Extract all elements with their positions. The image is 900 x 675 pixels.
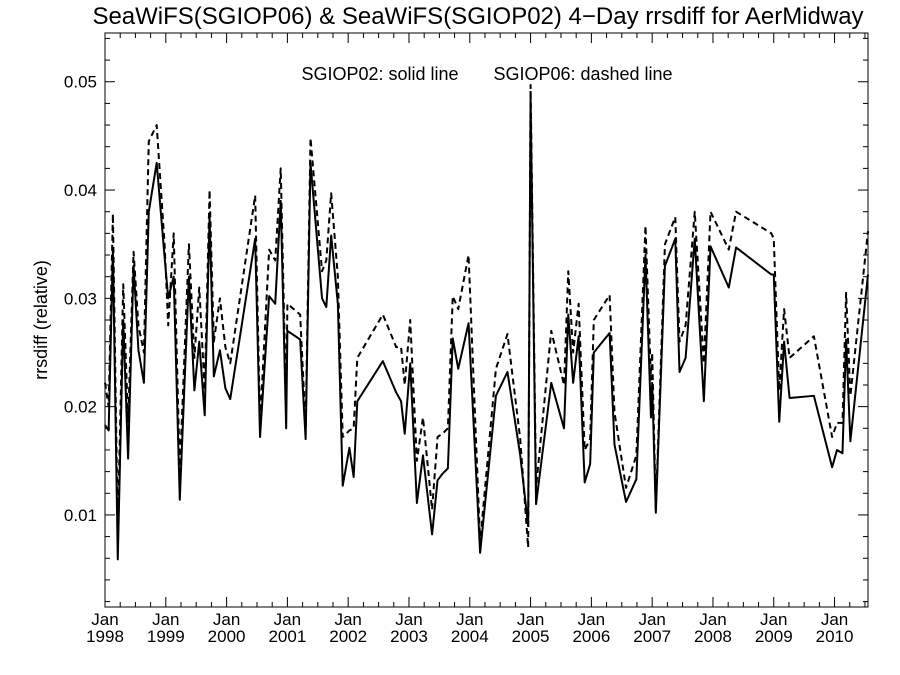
x-tick-month-label: Jan bbox=[213, 610, 240, 629]
x-tick-year-label: 2005 bbox=[512, 627, 550, 646]
series-line-sgiop06 bbox=[104, 83, 869, 549]
x-tick-year-label: 2003 bbox=[390, 627, 428, 646]
axis-tick-labels: 0.010.020.030.040.05Jan1998Jan1999Jan200… bbox=[64, 73, 854, 646]
x-tick-month-label: Jan bbox=[456, 610, 483, 629]
plot-frame bbox=[104, 32, 869, 608]
series-line-sgiop02 bbox=[104, 96, 869, 561]
x-tick-year-label: 2008 bbox=[694, 627, 732, 646]
x-tick-month-label: Jan bbox=[395, 610, 422, 629]
x-tick-month-label: Jan bbox=[334, 610, 361, 629]
y-tick-label: 0.04 bbox=[64, 181, 97, 200]
x-tick-month-label: Jan bbox=[699, 610, 726, 629]
chart-title: SeaWiFS(SGIOP06) & SeaWiFS(SGIOP02) 4−Da… bbox=[92, 3, 863, 30]
x-tick-year-label: 2010 bbox=[816, 627, 854, 646]
x-tick-year-label: 2007 bbox=[633, 627, 671, 646]
x-tick-year-label: 2002 bbox=[329, 627, 367, 646]
x-tick-year-label: 1998 bbox=[86, 627, 124, 646]
x-tick-month-label: Jan bbox=[152, 610, 179, 629]
x-tick-month-label: Jan bbox=[578, 610, 605, 629]
x-tick-year-label: 2009 bbox=[755, 627, 793, 646]
x-tick-year-label: 2006 bbox=[572, 627, 610, 646]
series-layer bbox=[104, 83, 869, 561]
x-tick-year-label: 1999 bbox=[147, 627, 185, 646]
y-tick-label: 0.03 bbox=[64, 289, 97, 308]
x-tick-month-label: Jan bbox=[517, 610, 544, 629]
x-tick-month-label: Jan bbox=[91, 610, 118, 629]
y-tick-label: 0.05 bbox=[64, 73, 97, 92]
x-tick-year-label: 2001 bbox=[268, 627, 306, 646]
y-tick-label: 0.01 bbox=[64, 506, 97, 525]
y-axis-label: rrsdiff (relative) bbox=[31, 260, 51, 380]
x-tick-year-label: 2004 bbox=[451, 627, 489, 646]
x-tick-month-label: Jan bbox=[274, 610, 301, 629]
legend-solid-label: SGIOP02: solid line bbox=[301, 64, 458, 84]
legend-dashed-label: SGIOP06: dashed line bbox=[493, 64, 672, 84]
x-tick-month-label: Jan bbox=[638, 610, 665, 629]
x-tick-month-label: Jan bbox=[821, 610, 848, 629]
axis-ticks bbox=[104, 33, 868, 607]
y-tick-label: 0.02 bbox=[64, 398, 97, 417]
x-tick-month-label: Jan bbox=[760, 610, 787, 629]
x-tick-year-label: 2000 bbox=[208, 627, 246, 646]
